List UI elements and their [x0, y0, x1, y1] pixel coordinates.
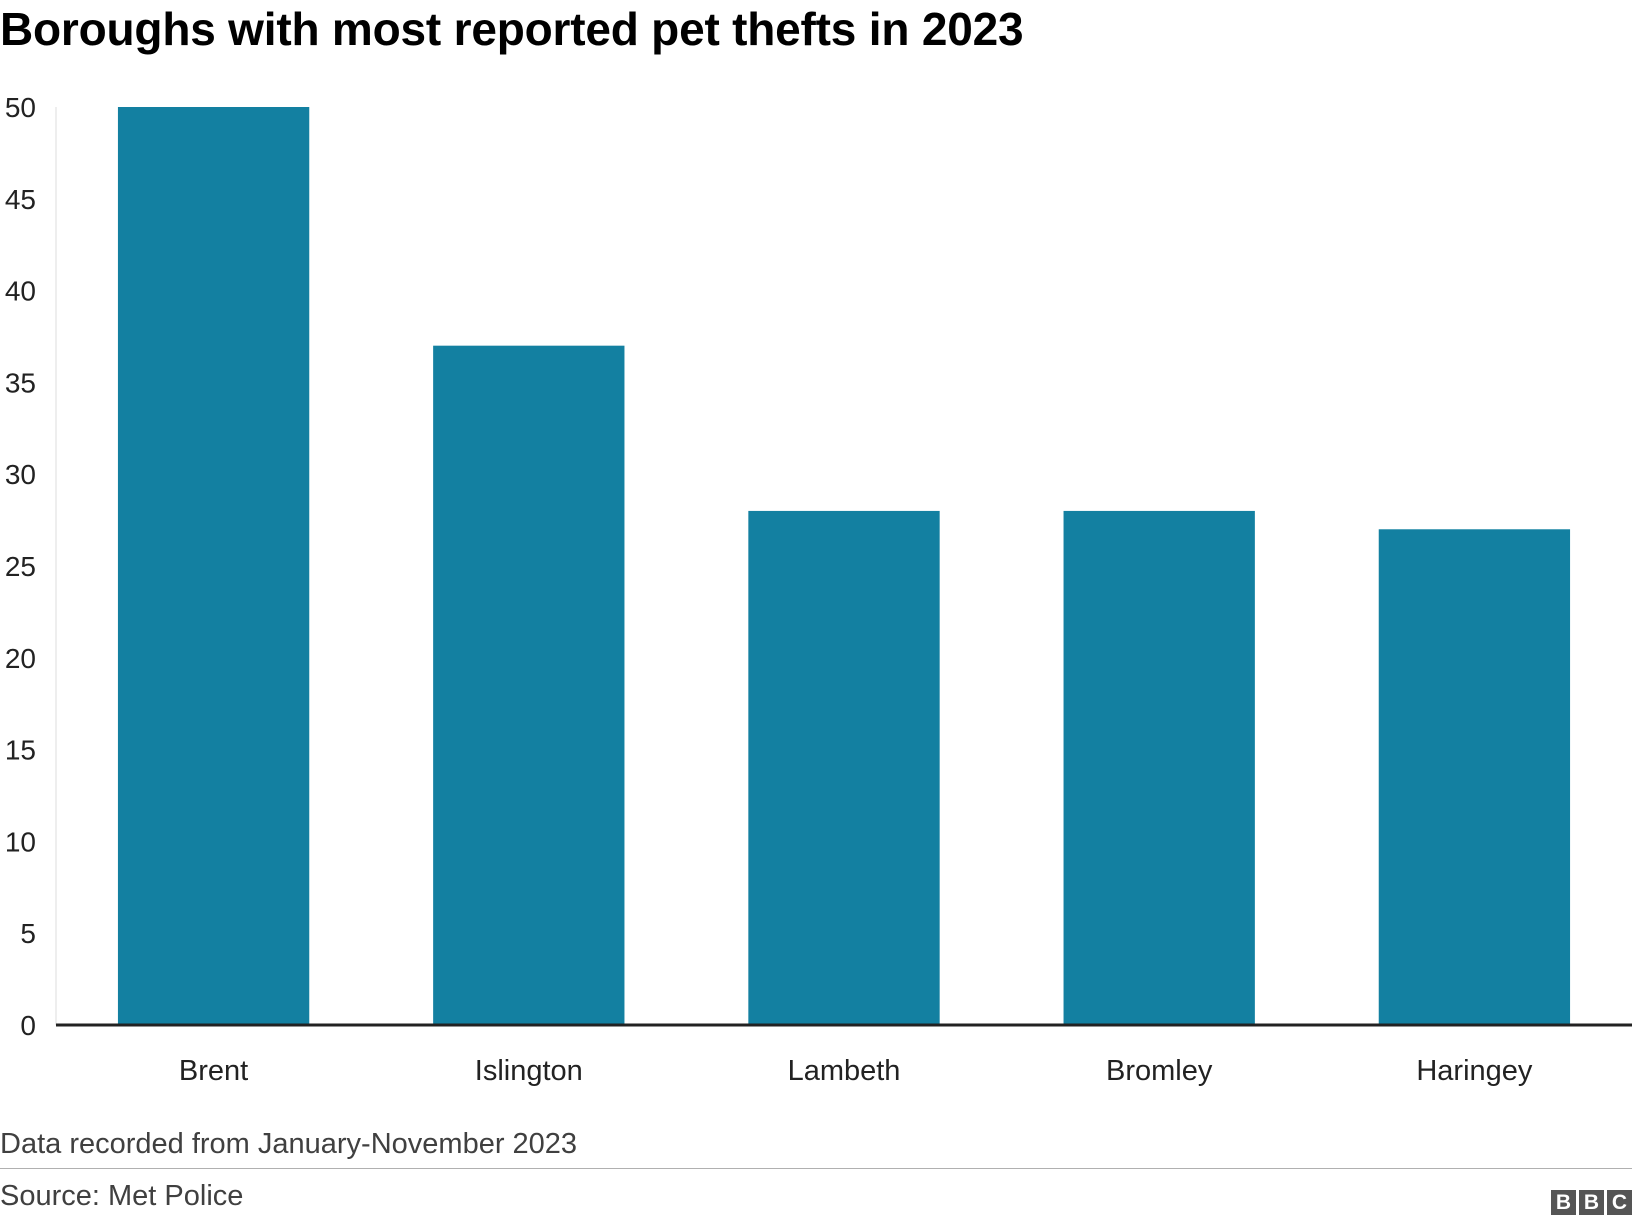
y-tick-label: 45: [5, 184, 36, 215]
bar-chart: 0 5 10 15 20 25 30 35 40 45 50 Brent Islington Lambe…: [5, 92, 1632, 1087]
chart-source: Source: Met Police: [0, 1180, 244, 1212]
bars-group: [117, 107, 1571, 1025]
x-tick-label: Bromley: [1106, 1055, 1213, 1087]
x-tick-label: Brent: [179, 1055, 248, 1087]
y-tick-label: 0: [20, 1010, 36, 1041]
bbc-logo-letter: C: [1607, 1190, 1632, 1215]
bar-lambeth: [748, 510, 940, 1025]
bbc-logo-letter: B: [1551, 1190, 1576, 1215]
bbc-logo: B B C: [1551, 1190, 1632, 1215]
chart-note: Data recorded from January-November 2023: [0, 1128, 578, 1160]
x-tick-label: Haringey: [1416, 1055, 1533, 1087]
y-tick-label: 40: [5, 276, 36, 307]
x-tick-label: Islington: [475, 1055, 583, 1087]
x-tick-label: Lambeth: [788, 1055, 901, 1087]
y-tick-label: 30: [5, 459, 36, 490]
bar-brent: [117, 107, 310, 1025]
x-axis: Brent Islington Lambeth Bromley Haringey: [56, 1023, 1632, 1087]
y-tick-label: 5: [20, 918, 36, 949]
y-tick-label: 35: [5, 367, 36, 398]
y-tick-label: 15: [5, 735, 36, 766]
y-tick-label: 25: [5, 551, 36, 582]
bar-islington: [433, 345, 625, 1025]
y-tick-label: 50: [5, 92, 36, 123]
y-tick-label: 20: [5, 643, 36, 674]
chart-title: Boroughs with most reported pet thefts i…: [0, 3, 1024, 55]
bar-bromley: [1063, 510, 1255, 1025]
bar-haringey: [1378, 529, 1571, 1025]
footer-divider: [0, 1168, 1632, 1169]
y-axis: 0 5 10 15 20 25 30 35 40 45 50: [5, 92, 57, 1041]
bbc-logo-letter: B: [1579, 1190, 1604, 1215]
y-tick-label: 10: [5, 826, 36, 857]
